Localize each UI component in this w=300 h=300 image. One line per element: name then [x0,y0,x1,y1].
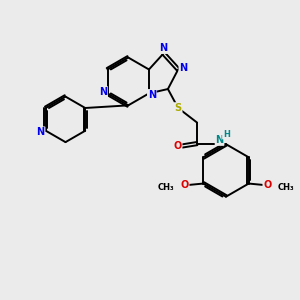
Text: N: N [215,135,223,145]
Text: N: N [99,87,107,97]
Text: O: O [180,180,189,190]
Text: N: N [179,63,188,73]
Text: H: H [223,130,230,139]
Text: S: S [175,103,182,113]
Text: N: N [160,43,168,53]
Text: CH₃: CH₃ [278,183,295,192]
Text: O: O [263,180,272,190]
Text: O: O [173,142,182,152]
Text: N: N [37,127,45,137]
Text: CH₃: CH₃ [158,183,174,192]
Text: N: N [148,90,156,100]
